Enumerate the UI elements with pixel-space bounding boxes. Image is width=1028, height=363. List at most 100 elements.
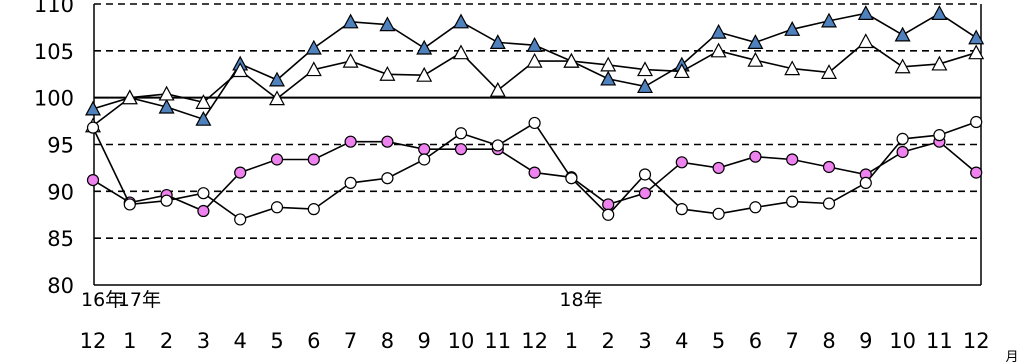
data-point-circle xyxy=(749,201,762,214)
x-tick-label: 9 xyxy=(418,329,431,353)
data-point-circle xyxy=(454,143,468,156)
series-white-triangle xyxy=(84,33,985,133)
data-point-circle xyxy=(270,201,284,214)
data-point-triangle xyxy=(232,62,249,78)
data-point-triangle xyxy=(857,5,874,20)
data-point-circle xyxy=(822,197,836,210)
x-tick-label: 11 xyxy=(484,329,511,353)
x-tick-label: 5 xyxy=(712,329,725,353)
data-point-triangle xyxy=(673,63,690,79)
x-tick-label: 4 xyxy=(234,329,247,353)
data-point-circle xyxy=(454,127,468,140)
data-point-circle xyxy=(896,145,909,159)
x-tick-label: 12 xyxy=(963,329,990,353)
data-point-circle xyxy=(197,187,210,200)
data-point-circle xyxy=(602,208,615,221)
data-point-triangle xyxy=(305,39,322,55)
x-tick-label: 12 xyxy=(521,329,548,353)
y-tick-label: 95 xyxy=(47,134,74,158)
year-label: 16年 xyxy=(81,289,124,311)
data-point-circle xyxy=(675,156,688,169)
data-point-triangle xyxy=(526,36,543,52)
x-unit-label: 月 xyxy=(1005,350,1018,363)
data-point-triangle xyxy=(636,61,654,77)
data-point-triangle xyxy=(489,34,506,50)
data-point-circle xyxy=(234,166,247,179)
year-label: 17年 xyxy=(118,289,161,311)
data-point-triangle xyxy=(489,81,506,97)
data-point-triangle xyxy=(379,65,396,81)
data-point-triangle xyxy=(268,71,286,87)
data-point-triangle xyxy=(268,90,286,106)
data-point-circle xyxy=(712,207,725,220)
data-point-circle xyxy=(859,176,872,190)
data-point-triangle xyxy=(968,44,985,60)
data-point-triangle xyxy=(342,13,359,29)
data-point-triangle xyxy=(747,34,764,50)
data-point-triangle xyxy=(526,52,543,68)
x-tick-label: 12 xyxy=(80,329,107,353)
data-point-triangle xyxy=(379,16,396,32)
data-point-triangle xyxy=(857,33,874,49)
data-point-triangle xyxy=(600,56,617,72)
data-point-circle xyxy=(638,187,652,200)
x-tick-label: 9 xyxy=(859,329,872,353)
data-point-circle xyxy=(786,153,799,166)
axis-layer xyxy=(93,4,982,286)
data-point-circle xyxy=(418,143,431,156)
data-point-circle xyxy=(381,172,394,185)
data-point-circle xyxy=(344,176,357,190)
x-tick-label: 3 xyxy=(638,329,651,353)
y-tick-label: 100 xyxy=(34,87,74,111)
data-point-circle xyxy=(307,203,320,216)
year-label: 18年 xyxy=(559,289,602,311)
series-pink-circle xyxy=(86,135,983,218)
data-point-circle xyxy=(786,195,799,208)
data-point-circle xyxy=(86,173,100,187)
x-tick-label: 7 xyxy=(786,329,799,353)
x-tick-label: 5 xyxy=(270,329,283,353)
data-point-triangle xyxy=(158,98,175,114)
data-point-circle xyxy=(307,153,320,166)
x-tick-label: 2 xyxy=(160,329,173,353)
data-point-triangle xyxy=(158,85,175,101)
data-point-triangle xyxy=(820,12,838,28)
data-point-triangle xyxy=(784,21,801,36)
data-point-triangle xyxy=(195,110,212,126)
data-point-triangle xyxy=(416,39,433,55)
x-tick-label: 11 xyxy=(926,329,953,353)
data-point-triangle xyxy=(968,29,985,45)
data-point-triangle xyxy=(931,55,948,71)
data-point-circle xyxy=(344,135,357,148)
x-tick-label: 1 xyxy=(123,329,136,353)
data-point-circle xyxy=(86,121,100,134)
data-point-triangle xyxy=(600,70,617,86)
data-point-circle xyxy=(565,172,578,185)
y-tick-label: 80 xyxy=(47,274,74,298)
data-point-circle xyxy=(896,132,909,145)
data-point-circle xyxy=(749,150,762,163)
x-tick-label: 7 xyxy=(344,329,357,353)
data-point-triangle xyxy=(305,61,322,77)
data-point-triangle xyxy=(416,66,433,82)
data-point-circle xyxy=(675,203,688,216)
data-point-circle xyxy=(602,198,615,211)
x-tick-label: 10 xyxy=(889,329,916,353)
data-point-triangle xyxy=(452,44,470,60)
data-point-triangle xyxy=(931,5,948,20)
x-tick-label: 8 xyxy=(381,329,394,353)
data-point-triangle xyxy=(342,52,359,68)
data-point-triangle xyxy=(195,94,212,109)
x-tick-label: 1 xyxy=(565,329,578,353)
data-point-circle xyxy=(123,198,136,211)
data-point-circle xyxy=(933,129,946,142)
y-tick-label: 90 xyxy=(47,180,74,204)
data-point-triangle xyxy=(84,100,102,116)
data-point-circle xyxy=(197,204,210,218)
x-tick-label: 3 xyxy=(197,329,210,353)
data-point-circle xyxy=(381,135,394,148)
data-point-circle xyxy=(638,168,652,181)
data-point-triangle xyxy=(710,23,727,39)
